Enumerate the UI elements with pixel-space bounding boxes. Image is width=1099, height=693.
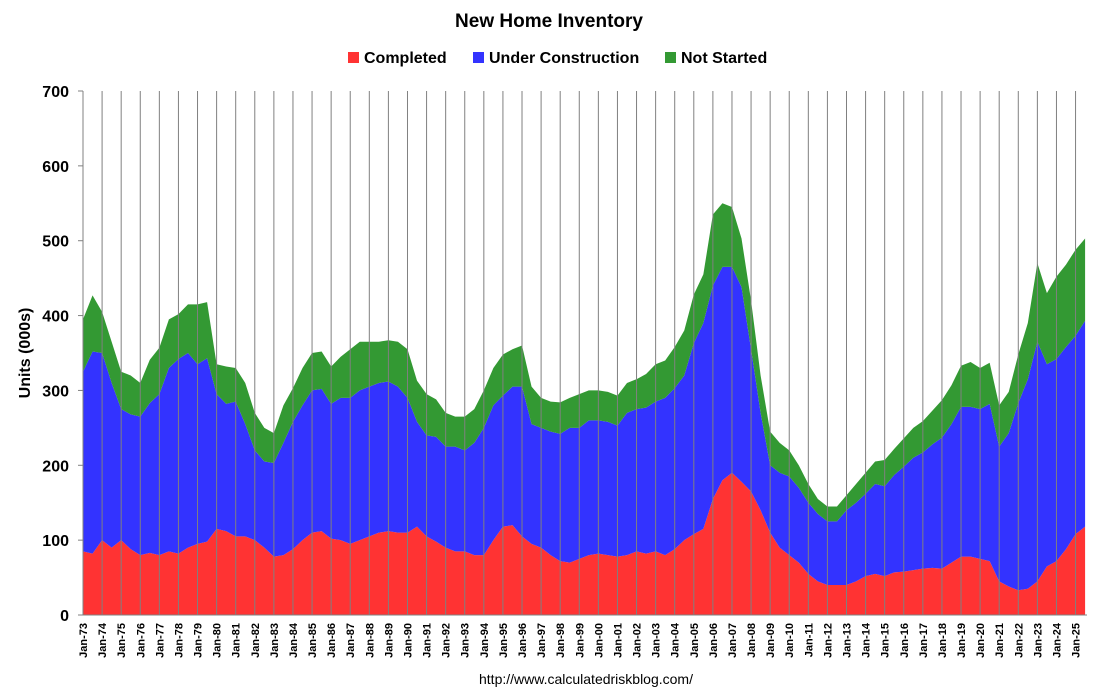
x-tick-label: Jan-88 xyxy=(364,623,376,658)
y-tick-label: 300 xyxy=(42,383,69,400)
x-tick-label: Jan-82 xyxy=(250,623,262,658)
x-tick-label: Jan-07 xyxy=(727,623,739,658)
legend-label-under-construction: Under Construction xyxy=(489,50,639,67)
x-tick-label: Jan-99 xyxy=(574,623,586,658)
x-tick-label: Jan-84 xyxy=(288,622,300,658)
x-tick-label: Jan-04 xyxy=(670,622,682,658)
x-tick-label: Jan-09 xyxy=(765,623,777,658)
y-tick-label: 200 xyxy=(42,458,69,475)
x-tick-label: Jan-06 xyxy=(708,623,720,658)
x-tick-label: Jan-10 xyxy=(784,623,796,658)
x-tick-label: Jan-18 xyxy=(937,623,949,658)
x-tick-label: Jan-91 xyxy=(422,623,434,658)
x-tick-label: Jan-14 xyxy=(861,622,873,658)
x-tick-label: Jan-25 xyxy=(1071,623,1083,658)
y-axis-label: Units (000s) xyxy=(17,308,34,399)
x-tick-label: Jan-00 xyxy=(593,623,605,658)
x-tick-label: Jan-12 xyxy=(822,623,834,658)
x-tick-label: Jan-02 xyxy=(632,623,644,658)
x-tick-label: Jan-05 xyxy=(689,623,701,658)
x-tick-label: Jan-92 xyxy=(441,623,453,658)
x-tick-label: Jan-74 xyxy=(97,622,109,658)
legend-swatch-under-construction xyxy=(473,52,484,63)
legend-label-completed: Completed xyxy=(364,50,447,67)
x-tick-label: Jan-03 xyxy=(651,623,663,658)
x-tick-label: Jan-75 xyxy=(116,623,128,658)
y-tick-label: 100 xyxy=(42,533,69,550)
y-tick-label: 500 xyxy=(42,234,69,251)
y-tick-label: 700 xyxy=(42,84,69,101)
area-under-construction xyxy=(83,266,1086,591)
legend-swatch-completed xyxy=(348,52,359,63)
area-completed xyxy=(83,472,1086,615)
x-tick-label: Jan-22 xyxy=(1013,623,1025,658)
x-tick-label: Jan-97 xyxy=(536,623,548,658)
chart-title: New Home Inventory xyxy=(455,11,643,32)
x-tick-label: Jan-87 xyxy=(345,623,357,658)
x-tick-label: Jan-76 xyxy=(135,623,147,658)
x-tick-label: Jan-11 xyxy=(803,623,815,657)
x-tick-label: Jan-19 xyxy=(956,623,968,658)
x-tick-label: Jan-16 xyxy=(899,623,911,658)
x-tick-label: Jan-21 xyxy=(994,623,1006,658)
footer-url: http://www.calculatedriskblog.com/ xyxy=(479,671,693,687)
x-tick-label: Jan-24 xyxy=(1051,622,1063,658)
x-tick-label: Jan-15 xyxy=(880,623,892,658)
legend-label-not-started: Not Started xyxy=(681,50,767,67)
plot-area: Jan-73 Jan-74 Jan-75 Jan-76 Jan-77 Jan-78 Jan-… xyxy=(42,84,1087,658)
y-tick-label: 400 xyxy=(42,309,69,326)
x-tick-label: Jan-90 xyxy=(402,623,414,658)
x-tick-label: Jan-86 xyxy=(326,623,338,658)
x-tick-label: Jan-93 xyxy=(460,623,472,658)
x-tick-label: Jan-96 xyxy=(517,623,529,658)
x-tick-label: Jan-01 xyxy=(612,623,624,658)
y-tick-label: 600 xyxy=(42,159,69,176)
x-tick-label: Jan-13 xyxy=(841,623,853,658)
x-tick-label: Jan-94 xyxy=(479,622,491,658)
x-tick-label: Jan-77 xyxy=(154,623,166,658)
x-tick-label: Jan-85 xyxy=(307,623,319,658)
x-tick-label: Jan-79 xyxy=(193,623,205,658)
x-tick-label: Jan-20 xyxy=(975,623,987,658)
x-tick-label: Jan-80 xyxy=(212,623,224,658)
x-tick-label: Jan-17 xyxy=(918,623,930,658)
x-tick-label: Jan-81 xyxy=(231,623,243,658)
legend: Completed Under Construction Not Started xyxy=(348,50,767,67)
x-tick-label: Jan-08 xyxy=(746,623,758,658)
x-tick-label: Jan-23 xyxy=(1032,623,1044,658)
x-tick-label: Jan-89 xyxy=(383,623,395,658)
x-tick-label: Jan-98 xyxy=(555,623,567,658)
x-tick-label: Jan-95 xyxy=(498,623,510,658)
x-tick-label: Jan-78 xyxy=(173,623,185,658)
x-tick-label: Jan-73 xyxy=(78,623,90,658)
x-tick-label: Jan-83 xyxy=(269,623,281,658)
y-tick-label: 0 xyxy=(60,608,69,625)
legend-swatch-not-started xyxy=(665,52,676,63)
